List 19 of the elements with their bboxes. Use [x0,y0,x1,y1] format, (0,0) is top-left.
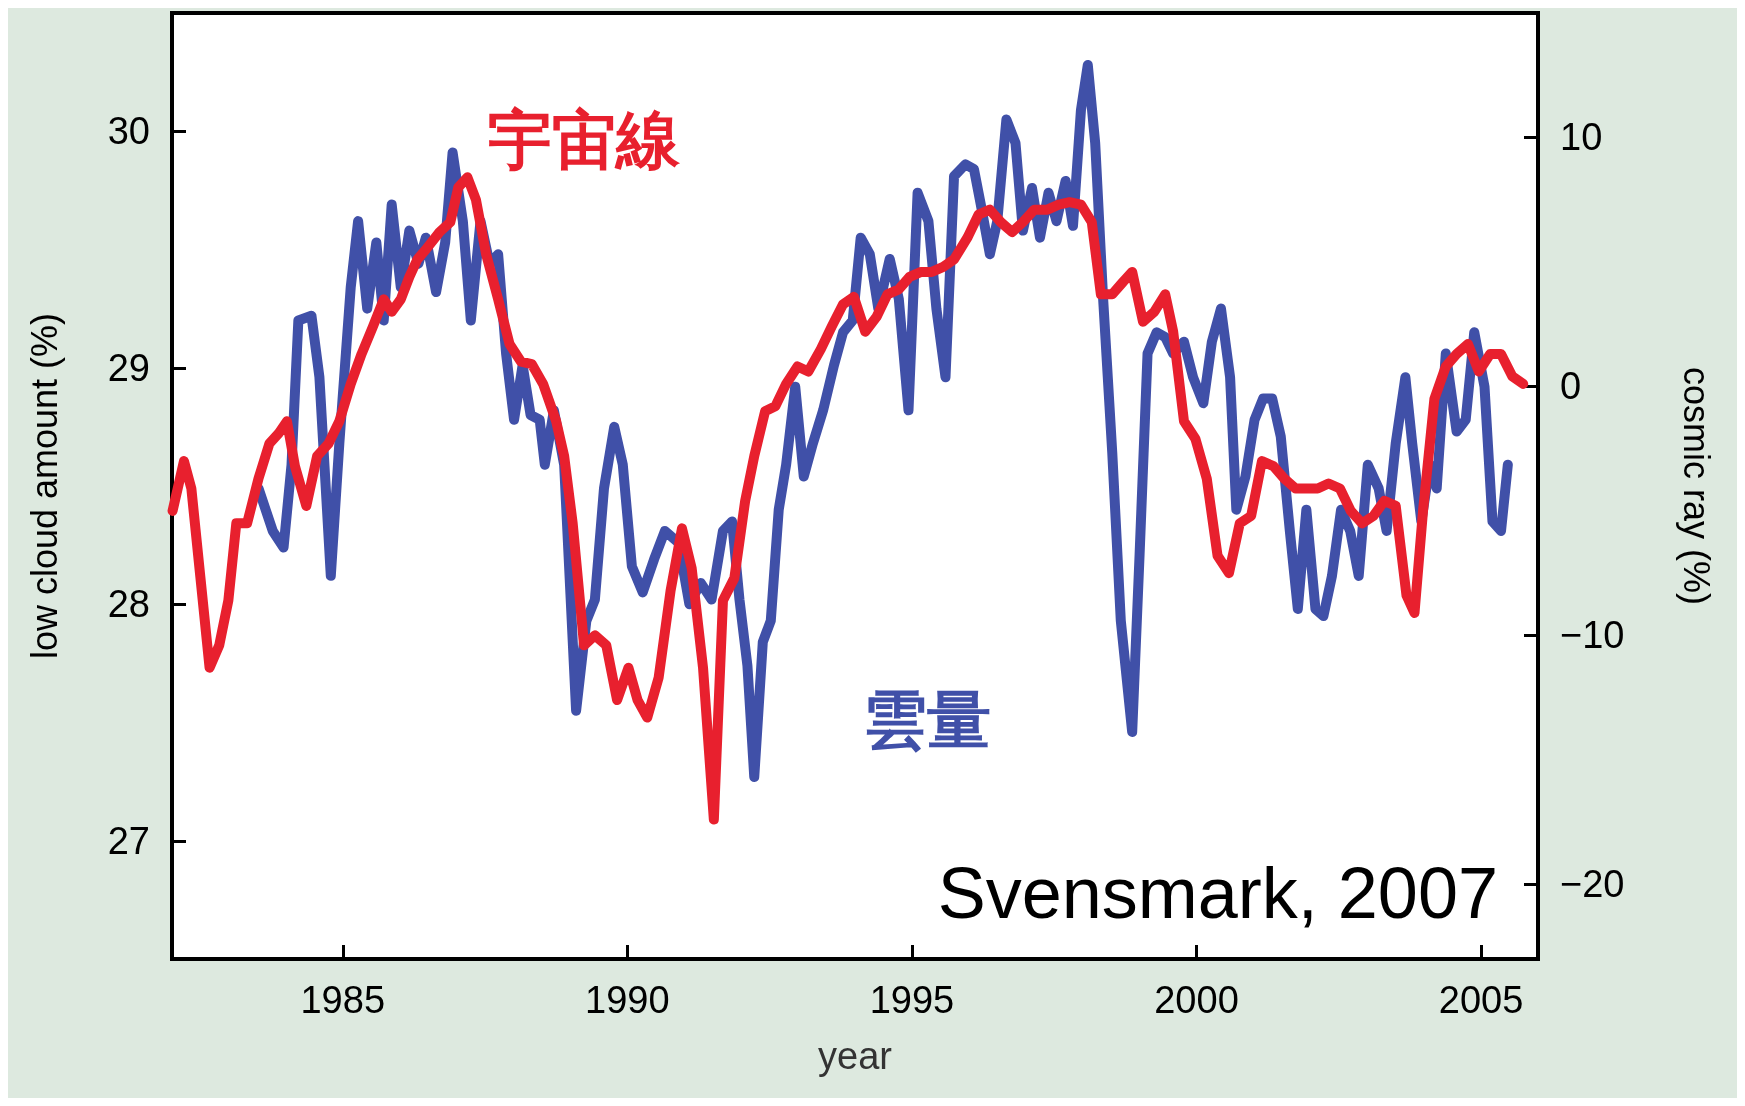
y-tick-label: 30 [107,110,150,153]
series-label: 雲量 [863,684,991,756]
x-tick-label: 1995 [869,979,955,1021]
y-tick-label: 27 [107,819,150,862]
y2-tick-label: 10 [1560,116,1603,159]
y-axis-title: low cloud amount (%) [23,312,65,660]
annotation: Svensmark, 2007 [937,853,1499,933]
x-tick-label: 1990 [585,979,670,1021]
x-tick-label: 1985 [300,979,386,1021]
x-tick-label: 2000 [1154,979,1239,1021]
y2-axis-title: cosmic ray (%) [1675,366,1717,606]
y2-tick-label: −10 [1560,614,1625,657]
y2-tick-label: 0 [1560,365,1582,408]
x-tick-label: 2005 [1438,979,1524,1021]
y-tick-label: 28 [107,583,150,626]
x-axis-title: year [818,1035,893,1077]
y2-tick-label: −20 [1560,863,1625,906]
series-label: 宇宙線 [488,104,681,176]
y-tick-label: 29 [107,346,150,389]
